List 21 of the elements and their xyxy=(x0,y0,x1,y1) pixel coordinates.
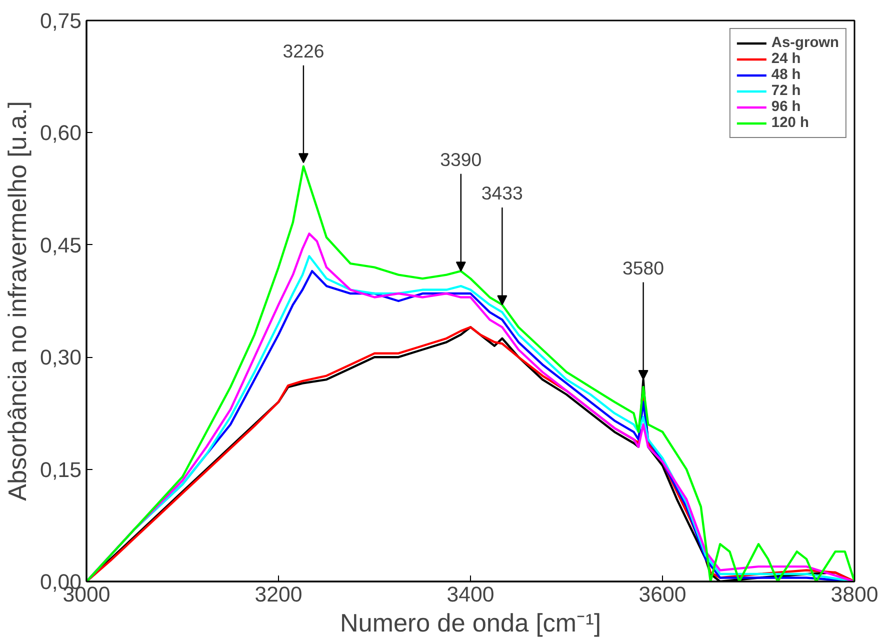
y-tick-label: 0,15 xyxy=(40,458,82,482)
y-tick-label: 0,60 xyxy=(40,121,82,146)
annotation: 3390 xyxy=(440,148,482,170)
y-tick-label: 0,75 xyxy=(40,9,82,33)
legend-label: As-grown xyxy=(771,35,839,51)
legend-label: 120 h xyxy=(771,115,809,131)
legend-label: 48 h xyxy=(771,67,801,83)
y-axis-title: Absorbância no infravermelho [u.a.] xyxy=(4,101,32,501)
x-tick-label: 3600 xyxy=(638,582,686,606)
legend-label: 24 h xyxy=(771,51,801,67)
annotation: 3226 xyxy=(282,40,324,62)
annotation: 3433 xyxy=(481,182,523,204)
x-tick-label: 3200 xyxy=(254,582,302,606)
legend-label: 72 h xyxy=(771,83,801,99)
y-tick-label: 0,45 xyxy=(40,233,82,258)
annotation: 3580 xyxy=(622,257,664,278)
y-tick-label: 0,30 xyxy=(40,346,82,370)
x-tick-label: 3400 xyxy=(446,582,494,606)
x-axis-title: Numero de onda [cm⁻¹] xyxy=(340,610,601,638)
legend-label: 96 h xyxy=(771,99,801,115)
x-tick-label: 3800 xyxy=(830,582,878,606)
